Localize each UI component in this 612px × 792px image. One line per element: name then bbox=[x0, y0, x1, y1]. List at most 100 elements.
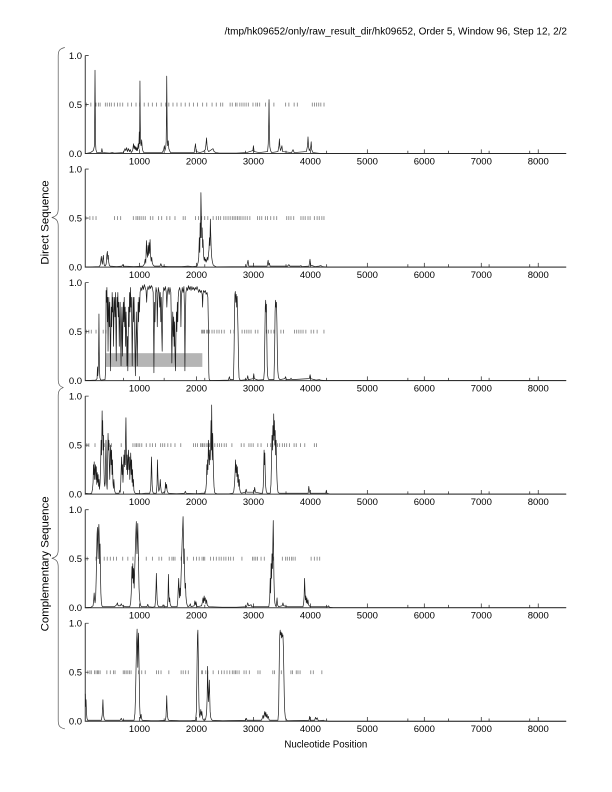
x-tick-label: 7000 bbox=[471, 724, 492, 735]
panel-axes bbox=[84, 623, 567, 722]
x-tick-label: 3000 bbox=[243, 724, 264, 735]
y-tick-label: 0.0 bbox=[69, 149, 82, 160]
complementary-sequence-brace-group: Complementary Sequence bbox=[39, 387, 65, 730]
x-tick-label: 7000 bbox=[471, 497, 492, 508]
x-tick-label: 1000 bbox=[129, 724, 150, 735]
x-axis-title: Nucleotide Position bbox=[284, 740, 367, 751]
curly-brace-complementary bbox=[51, 387, 65, 730]
coding-potential-curve bbox=[85, 284, 567, 381]
x-tick-label: 8000 bbox=[528, 156, 549, 167]
direct-sequence-label: Direct Sequence bbox=[39, 180, 51, 264]
panel-direct-frame-1: 0.0 0.5 1.0 1000 2000 3000 4000 5000 6000 7000 800… bbox=[69, 51, 567, 167]
panel-direct-frame-3: 0.0 0.5 1.0 1000 2000 3000 4000 5000 6000 7000 800… bbox=[69, 278, 567, 394]
x-tick-label: 1000 bbox=[129, 270, 150, 281]
x-tick-label: 2000 bbox=[186, 156, 207, 167]
coding-potential-curve bbox=[84, 628, 567, 722]
x-tick-label: 8000 bbox=[528, 724, 549, 735]
plot-title: /tmp/hk09652/only/raw_result_dir/hk09652… bbox=[225, 27, 568, 38]
y-ticks bbox=[85, 395, 89, 495]
x-tick-label: 2000 bbox=[186, 611, 207, 622]
panel-complementary-frame-3: 0.0 0.5 1.0 1000 2000 3000 4000 5000 6000 7000 800… bbox=[69, 619, 567, 735]
y-tick-label: 0.0 bbox=[69, 490, 82, 501]
y-ticks bbox=[85, 282, 89, 382]
direct-sequence-brace-group: Direct Sequence bbox=[39, 47, 65, 388]
x-tick-label: 6000 bbox=[414, 156, 435, 167]
x-tick-label: 7000 bbox=[471, 156, 492, 167]
x-tick-label: 3000 bbox=[243, 156, 264, 167]
y-ticks bbox=[85, 55, 89, 154]
x-tick-label: 4000 bbox=[300, 611, 321, 622]
x-tick-label: 2000 bbox=[186, 383, 207, 394]
panel-direct-frame-2: 0.0 0.5 1.0 1000 2000 3000 4000 5000 6000 7000 800… bbox=[69, 164, 567, 281]
x-tick-label: 6000 bbox=[414, 611, 435, 622]
panel-complementary-frame-1: 0.0 0.5 1.0 1000 2000 3000 4000 5000 6000 7000 800… bbox=[69, 392, 567, 508]
y-tick-label: 0.5 bbox=[69, 100, 82, 111]
x-tick-label: 3000 bbox=[243, 270, 264, 281]
complementary-sequence-label: Complementary Sequence bbox=[39, 496, 51, 631]
x-tick-label: 2000 bbox=[186, 497, 207, 508]
x-tick-label: 4000 bbox=[300, 724, 321, 735]
y-ticks bbox=[85, 168, 89, 268]
y-tick-label: 1.0 bbox=[69, 278, 82, 289]
coding-potential-curve bbox=[85, 404, 567, 495]
panel-complementary-frame-2: 0.0 0.5 1.0 1000 2000 3000 4000 5000 6000 7000 800… bbox=[69, 505, 567, 622]
x-tick-label: 3000 bbox=[243, 383, 264, 394]
x-tick-label: 6000 bbox=[414, 497, 435, 508]
x-tick-label: 6000 bbox=[414, 383, 435, 394]
stop-codon-marks bbox=[85, 216, 325, 220]
x-tick-label: 4000 bbox=[300, 497, 321, 508]
stop-codon-marks bbox=[86, 443, 317, 448]
x-tick-label: 5000 bbox=[357, 497, 378, 508]
coding-potential-curve bbox=[85, 69, 567, 154]
panel-axes bbox=[84, 509, 567, 609]
y-tick-label: 1.0 bbox=[69, 164, 82, 175]
x-tick-label: 2000 bbox=[186, 724, 207, 735]
x-tick-label: 5000 bbox=[357, 156, 378, 167]
x-tick-label: 4000 bbox=[300, 383, 321, 394]
y-tick-label: 1.0 bbox=[69, 619, 82, 630]
x-tick-label: 5000 bbox=[357, 611, 378, 622]
panel-axes bbox=[84, 169, 567, 268]
y-ticks bbox=[85, 622, 89, 722]
y-tick-label: 0.5 bbox=[69, 327, 82, 338]
y-tick-label: 0.0 bbox=[69, 262, 82, 273]
x-tick-label: 1000 bbox=[129, 383, 150, 394]
x-tick-label: 8000 bbox=[528, 611, 549, 622]
x-tick-label: 8000 bbox=[528, 270, 549, 281]
x-tick-label: 5000 bbox=[357, 270, 378, 281]
x-tick-label: 1000 bbox=[129, 156, 150, 167]
x-tick-label: 6000 bbox=[414, 724, 435, 735]
x-tick-label: 7000 bbox=[471, 611, 492, 622]
x-tick-label: 1000 bbox=[129, 611, 150, 622]
x-tick-label: 5000 bbox=[357, 724, 378, 735]
y-tick-label: 0.5 bbox=[69, 441, 82, 452]
x-tick-label: 7000 bbox=[471, 383, 492, 394]
x-tick-label: 2000 bbox=[186, 270, 207, 281]
y-tick-label: 0.5 bbox=[69, 554, 82, 565]
x-tick-label: 8000 bbox=[528, 383, 549, 394]
stop-codon-marks bbox=[84, 556, 321, 561]
y-tick-label: 1.0 bbox=[69, 505, 82, 516]
stop-codon-marks bbox=[87, 670, 323, 675]
x-ticks bbox=[123, 376, 539, 381]
panel-axes bbox=[84, 55, 567, 155]
x-tick-label: 1000 bbox=[129, 497, 150, 508]
curly-brace-direct bbox=[51, 47, 65, 388]
y-ticks bbox=[85, 509, 89, 609]
y-tick-label: 0.5 bbox=[69, 668, 82, 679]
y-tick-label: 0.0 bbox=[69, 376, 82, 387]
coding-potential-curve bbox=[85, 192, 567, 268]
y-tick-label: 0.0 bbox=[69, 603, 82, 614]
x-tick-label: 3000 bbox=[243, 611, 264, 622]
x-tick-label: 6000 bbox=[414, 270, 435, 281]
x-tick-label: 8000 bbox=[528, 497, 549, 508]
x-tick-label: 5000 bbox=[357, 383, 378, 394]
stop-codon-marks bbox=[85, 102, 325, 107]
x-tick-label: 4000 bbox=[300, 156, 321, 167]
x-tick-label: 3000 bbox=[243, 497, 264, 508]
x-tick-label: 4000 bbox=[300, 270, 321, 281]
y-tick-label: 1.0 bbox=[69, 392, 82, 403]
x-tick-label: 7000 bbox=[471, 270, 492, 281]
